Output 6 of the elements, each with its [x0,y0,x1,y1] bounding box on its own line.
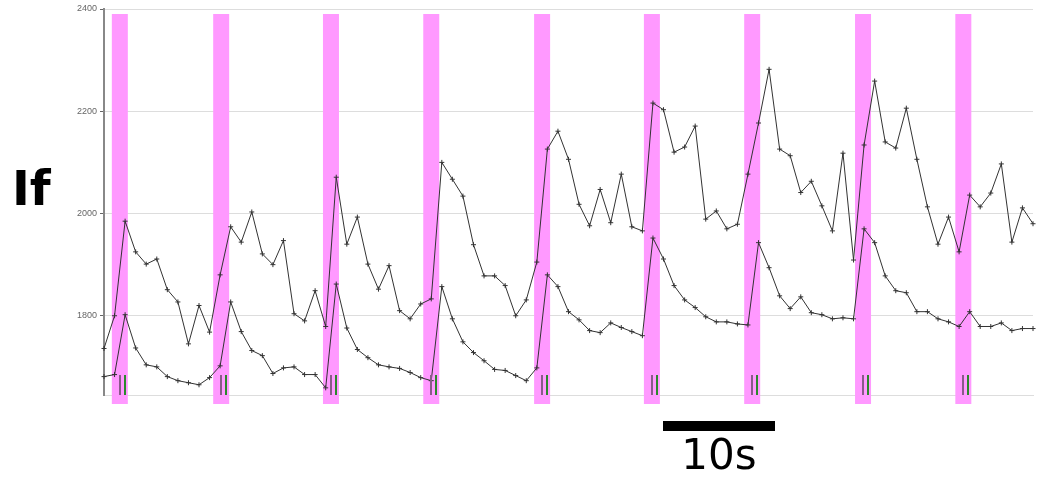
y-tick-label: 1800 [76,310,97,321]
y-tick-label: 2400 [76,3,97,14]
y-tick-label: 2000 [76,207,97,218]
text: 10s [680,430,758,480]
y-tick-label: 2200 [76,105,97,116]
y-axis-title: If [12,160,51,216]
